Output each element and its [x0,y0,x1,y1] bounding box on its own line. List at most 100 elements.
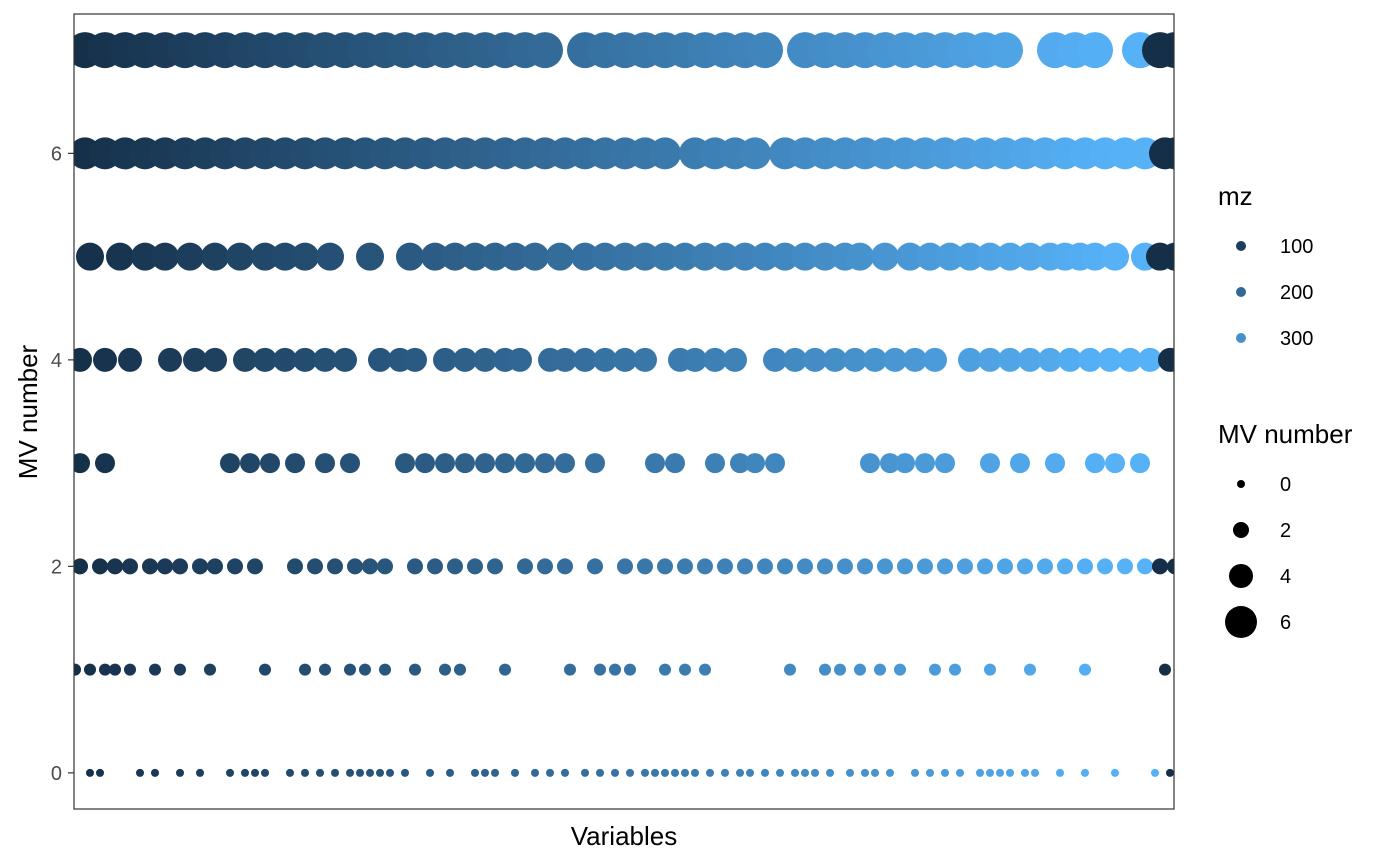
data-point [203,347,227,372]
data-point [174,663,186,676]
data-point [763,347,787,372]
legend-mv-number-title: MV number [1218,419,1353,449]
plot-panel-border [73,13,1175,810]
legend-mz-key [1236,241,1246,251]
data-point [426,768,434,777]
data-point [976,242,1004,271]
data-point [481,768,489,777]
data-point [446,768,454,777]
data-point [854,663,866,676]
data-point [356,242,384,271]
data-point [958,347,982,372]
data-point [1038,347,1062,372]
data-point [1078,347,1102,372]
data-point [396,242,424,271]
data-point [777,558,793,575]
data-point [377,558,393,575]
data-point [499,663,511,676]
data-point [1017,558,1033,575]
data-point [368,347,392,372]
data-point [949,663,961,676]
data-point [611,768,619,777]
data-point [439,663,451,676]
legend-size-label: 0 [1280,474,1291,496]
data-point [721,768,729,777]
data-point [897,558,913,575]
data-point [1024,663,1036,676]
legend-mv-number: MV number 0 2 4 6 [1218,419,1353,638]
data-point [376,768,384,777]
data-point [172,558,188,575]
data-point [609,663,621,676]
data-point [441,242,469,271]
data-point [251,768,259,777]
data-point [877,558,893,575]
data-point [362,558,378,575]
data-point [1098,347,1122,372]
data-point [379,663,391,676]
data-point [553,347,577,372]
data-point [977,558,993,575]
data-point [359,663,371,676]
data-point [1081,242,1109,271]
data-point [723,347,747,372]
data-point [346,768,354,777]
legend-mz-label: 300 [1280,328,1313,350]
legend-mz-key [1236,287,1246,297]
y-tick-label: 0 [51,763,62,785]
data-point [705,453,725,474]
data-point [316,768,324,777]
data-point [521,242,549,271]
data-point [596,768,604,777]
data-point [136,768,144,777]
data-point [427,558,443,575]
data-point [1010,453,1030,474]
data-point [157,558,173,575]
data-point [1111,768,1119,777]
data-point [711,242,739,271]
data-point [176,242,204,271]
legend-mz-label: 100 [1280,236,1313,258]
data-point [327,558,343,575]
data-point [737,558,753,575]
legend-mz-label: 200 [1280,282,1313,304]
data-point [333,347,357,372]
data-point [783,347,807,372]
data-point [260,453,280,474]
data-point [106,242,134,271]
data-point [347,558,363,575]
data-point [247,558,263,575]
data-point [273,347,297,372]
data-point [74,558,88,575]
data-point [791,242,819,271]
data-point [803,347,827,372]
data-point [819,663,831,676]
data-point [645,453,665,474]
data-point [151,242,179,271]
data-point [220,453,240,474]
data-point [241,768,249,777]
data-point [665,453,685,474]
data-point [837,558,853,575]
data-point [671,242,699,271]
data-point [917,558,933,575]
data-point [1058,347,1082,372]
data-point [251,242,279,271]
data-point [74,453,90,474]
data-point [555,453,575,474]
data-point [227,558,243,575]
data-point [319,663,331,676]
data-point [691,768,699,777]
legend-size-key [1225,606,1257,638]
data-point [1157,32,1174,69]
data-point [661,768,669,777]
data-point [823,347,847,372]
data-point [581,768,589,777]
data-point [751,242,779,271]
data-point [356,768,364,777]
data-point [1021,768,1029,777]
data-point [765,453,785,474]
data-point [564,663,576,676]
data-point [487,558,503,575]
data-point [515,453,535,474]
